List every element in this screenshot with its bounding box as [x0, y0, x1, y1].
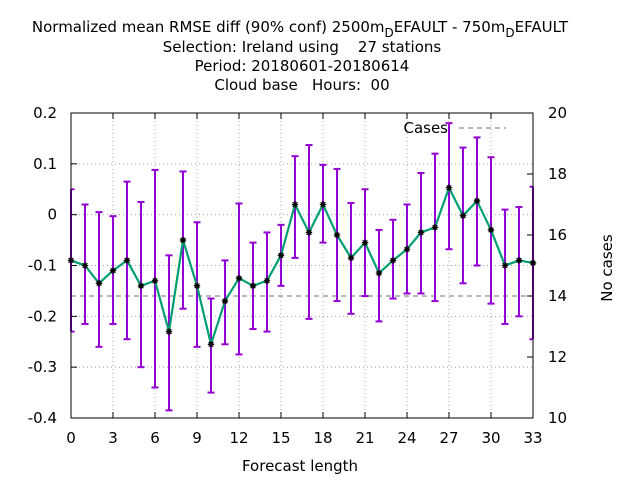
x-tick-label: 3 [108, 429, 118, 447]
data-point [263, 277, 271, 284]
y2-tick-label: 12 [548, 348, 567, 366]
x-tick-label: 27 [439, 429, 458, 447]
y-tick-label: -0.1 [28, 257, 57, 275]
x-tick-label: 9 [192, 429, 202, 447]
x-tick-label: 30 [481, 429, 500, 447]
y-tick-label: 0.2 [33, 104, 57, 122]
y-tick-labels: -0.4 -0.3 -0.2 -0.1 0 0.1 0.2 [28, 104, 57, 427]
data-point [95, 280, 103, 287]
x-tick-label: 0 [66, 429, 76, 447]
data-point [221, 297, 229, 305]
x-tick-label: 33 [523, 429, 542, 447]
title-line-3: Period: 20180601-20180614 [195, 57, 410, 75]
y-tick-label: -0.4 [28, 409, 57, 427]
y2-tick-label: 14 [548, 287, 567, 305]
title-line-1: Normalized mean RMSE diff (90% conf) 250… [32, 18, 569, 40]
data-point [501, 262, 509, 269]
data-point [473, 197, 481, 205]
x-tick-label: 18 [313, 429, 332, 447]
axes [70, 112, 534, 419]
x-axis-label: Forecast length [242, 457, 358, 475]
data-point [319, 201, 327, 208]
y2-tick-label: 18 [548, 165, 567, 183]
x-tick-label: 24 [397, 429, 416, 447]
x-tick-label: 15 [271, 429, 290, 447]
data-point [165, 328, 173, 335]
data-point [445, 184, 453, 191]
data-point [207, 341, 215, 348]
data-point [277, 252, 285, 259]
y2-tick-labels: 10 12 14 16 18 20 [548, 104, 567, 427]
data-point [249, 282, 257, 290]
error-bars [70, 122, 534, 412]
data-point [179, 236, 187, 244]
data-point [459, 212, 467, 219]
rmse-diff-series [70, 186, 534, 346]
y2-tick-label: 16 [548, 226, 567, 244]
data-point [81, 262, 89, 269]
chart-title: Normalized mean RMSE diff (90% conf) 250… [32, 18, 569, 94]
data-points [67, 184, 537, 348]
x-tick-labels: 0 3 6 9 12 15 18 21 24 27 30 33 [66, 429, 542, 447]
data-point [123, 257, 131, 264]
y2-tick-label: 10 [548, 409, 567, 427]
data-point [515, 257, 523, 264]
data-point [361, 239, 369, 246]
y-tick-label: -0.3 [28, 358, 57, 376]
x-tick-label: 12 [229, 429, 248, 447]
data-point [193, 282, 201, 290]
data-point [151, 277, 159, 284]
x-tick-label: 21 [355, 429, 374, 447]
data-point [109, 267, 117, 274]
x-tick-label: 6 [150, 429, 160, 447]
error-bar [95, 211, 103, 348]
y2-tick-label: 20 [548, 104, 567, 122]
data-point [487, 226, 495, 234]
y-tick-label: 0.1 [33, 155, 57, 173]
y-tick-label: 0 [47, 206, 57, 224]
data-point [389, 257, 397, 264]
data-point [235, 275, 243, 282]
title-line-2: Selection: Ireland using 27 stations [163, 38, 442, 56]
data-point [347, 254, 355, 262]
data-point [375, 269, 383, 277]
data-point [305, 229, 313, 236]
series-line [70, 186, 534, 346]
data-point [403, 246, 411, 253]
title-line-4: Cloud base Hours: 00 [214, 76, 389, 94]
legend-label-cases: Cases [403, 119, 448, 137]
y2-axis-label: No cases [598, 234, 616, 302]
legend: Cases [403, 119, 506, 137]
y-tick-label: -0.2 [28, 307, 57, 325]
data-point [417, 229, 425, 236]
data-point [431, 224, 439, 231]
data-point [291, 201, 299, 208]
data-point [137, 282, 145, 290]
data-point [333, 231, 341, 239]
